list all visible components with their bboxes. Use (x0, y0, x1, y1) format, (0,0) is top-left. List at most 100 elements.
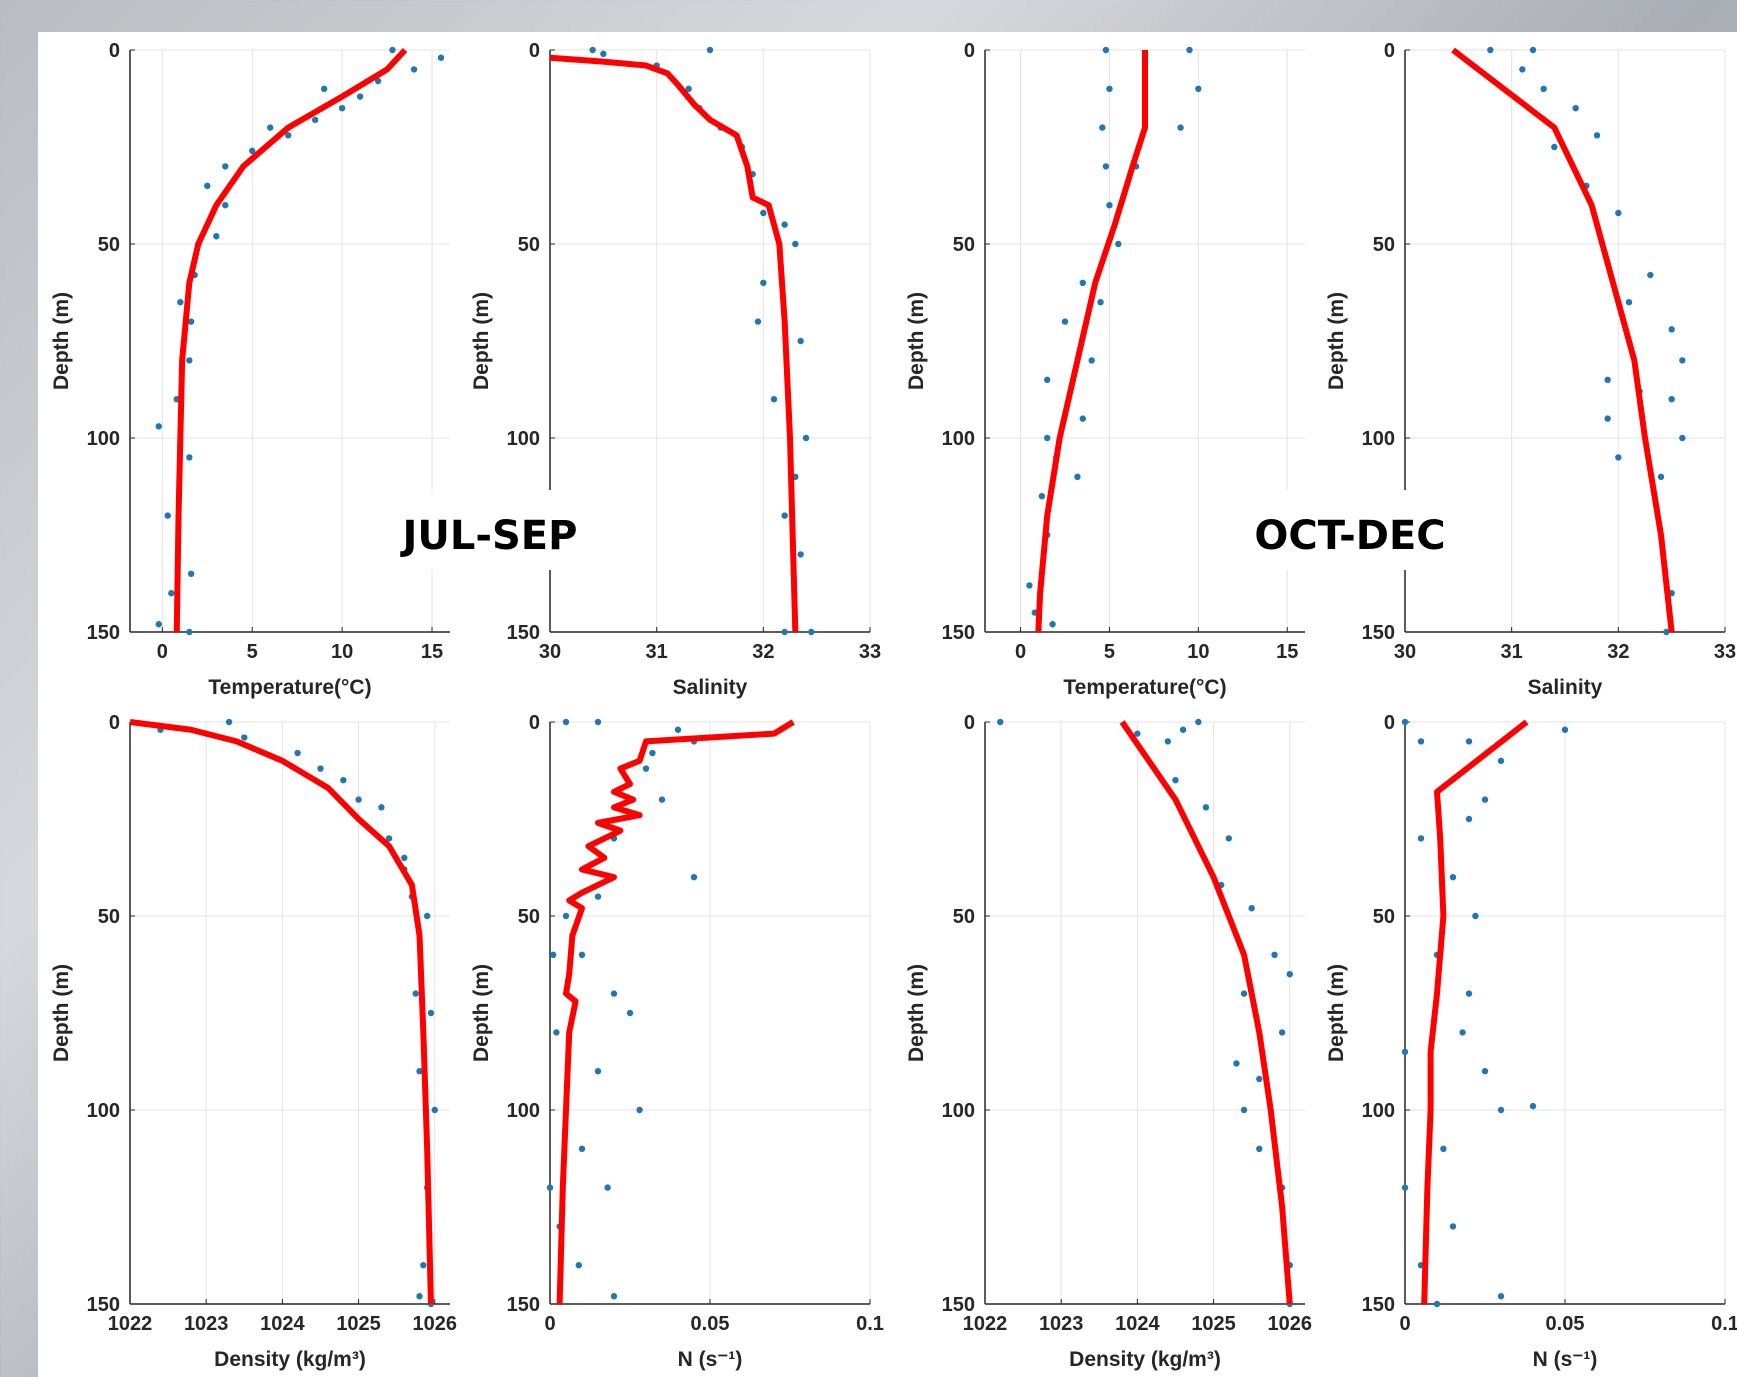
data-point (1472, 912, 1479, 920)
data-point (374, 77, 382, 85)
data-point (1240, 1106, 1248, 1114)
data-point (1061, 318, 1069, 325)
data-point (1529, 1102, 1537, 1110)
data-point (808, 628, 815, 636)
data-point (427, 1009, 435, 1017)
data-point (1593, 132, 1601, 139)
data-point (416, 1293, 423, 1300)
data-point (1401, 1184, 1409, 1191)
y-tick-label: 0 (964, 40, 975, 62)
data-point (1449, 874, 1457, 881)
y-tick-label: 150 (942, 622, 975, 644)
data-point (792, 240, 799, 248)
x-axis-label: N (s⁻¹) (1533, 1348, 1598, 1371)
data-point (320, 85, 328, 93)
x-tick-label: 1024 (1115, 1313, 1160, 1335)
data-point (604, 1184, 611, 1191)
profile-line (1035, 50, 1148, 633)
x-tick-label: 32 (1607, 641, 1629, 663)
y-tick-label: 150 (87, 622, 120, 644)
x-tick-label: 0 (1015, 641, 1026, 663)
x-tick-label: 30 (1394, 641, 1416, 663)
data-point (1572, 105, 1579, 112)
y-tick-label: 100 (87, 428, 120, 450)
data-point (1106, 85, 1113, 93)
data-point (1102, 46, 1110, 54)
data-point (1657, 473, 1665, 480)
data-point (674, 726, 682, 733)
y-tick-label: 50 (953, 906, 975, 928)
y-tick-label: 100 (1362, 428, 1395, 450)
y-tick-label: 50 (953, 234, 975, 256)
y-tick-label: 50 (98, 234, 120, 256)
subplot: 1022 1023 1024 1025 1026 0 50 100 150 Density (kg… (50, 712, 457, 1371)
x-tick-label: 0.1 (856, 1313, 884, 1335)
data-point (636, 1106, 643, 1114)
data-point (1519, 66, 1526, 73)
y-tick-label: 50 (98, 906, 120, 928)
data-point (1440, 1145, 1447, 1153)
data-point (1177, 124, 1184, 131)
annotation: JUL-SEP (400, 513, 578, 559)
data-point (562, 912, 570, 920)
data-point (546, 1184, 554, 1191)
x-tick-label: 1022 (963, 1313, 1008, 1335)
data-point (642, 765, 650, 772)
data-point (225, 718, 233, 726)
data-point (1604, 376, 1611, 383)
y-tick-label: 0 (1384, 40, 1395, 62)
y-axis-label: Depth (m) (470, 292, 493, 390)
data-point (186, 357, 193, 364)
x-axis-label: Temperature(°C) (1063, 676, 1226, 699)
data-point (610, 1293, 618, 1300)
data-point (1172, 777, 1179, 784)
profile-line (556, 719, 795, 1305)
data-point (1079, 415, 1086, 422)
y-tick-label: 0 (529, 40, 540, 62)
data-point (1465, 815, 1473, 823)
x-tick-label: 0 (1399, 1313, 1410, 1335)
y-tick-label: 100 (507, 428, 540, 450)
x-tick-label: 1025 (1191, 1313, 1236, 1335)
y-axis-label: Depth (m) (50, 292, 73, 390)
data-point (1459, 1029, 1466, 1036)
data-point (781, 628, 788, 636)
data-point (412, 990, 419, 997)
data-point (1417, 835, 1425, 842)
data-point (1497, 757, 1505, 764)
data-point (285, 132, 292, 139)
data-point (317, 765, 324, 772)
x-tick-label: 1025 (336, 1313, 381, 1335)
x-axis-label: Salinity (1528, 676, 1603, 699)
x-tick-label: 31 (1501, 641, 1523, 663)
data-point (177, 299, 184, 306)
subplot: 0 0.05 0.1 0 50 100 150 N (s⁻¹) Depth (m) (470, 712, 884, 1371)
y-axis-label: Depth (m) (470, 964, 493, 1062)
data-point (594, 1068, 602, 1075)
data-point (168, 590, 175, 597)
data-point (1248, 905, 1255, 912)
data-point (1679, 434, 1686, 442)
y-tick-label: 0 (109, 40, 120, 62)
data-point (222, 163, 229, 170)
y-tick-label: 50 (1373, 906, 1395, 928)
x-tick-label: 0.05 (691, 1313, 730, 1335)
data-point (1233, 1060, 1240, 1067)
x-axis-label: Temperature(°C) (208, 676, 371, 699)
data-point (600, 50, 607, 58)
data-point (594, 718, 602, 726)
x-axis-label: Density (kg/m³) (1069, 1348, 1221, 1371)
x-tick-label: 10 (1187, 641, 1209, 663)
data-point (760, 279, 767, 286)
data-point (690, 874, 698, 881)
data-point (1044, 434, 1051, 442)
data-point (706, 46, 714, 54)
x-axis-label: Density (kg/m³) (214, 1348, 366, 1371)
data-point (1134, 730, 1141, 737)
y-tick-label: 100 (1362, 1100, 1395, 1122)
y-tick-label: 150 (1362, 622, 1395, 644)
y-tick-label: 150 (507, 1294, 540, 1316)
